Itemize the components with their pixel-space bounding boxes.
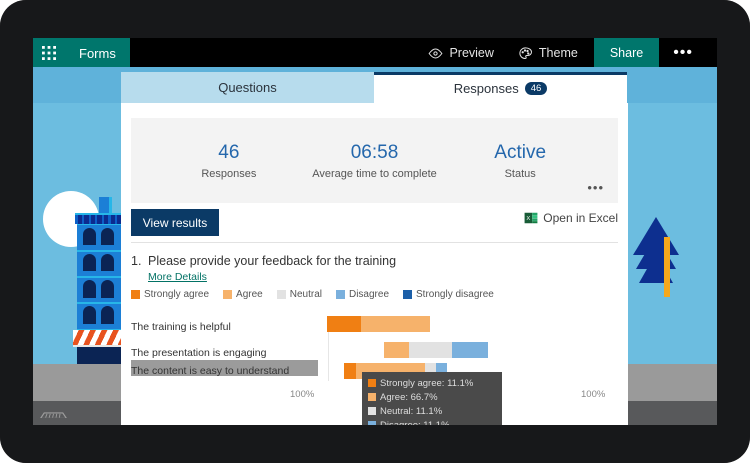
svg-text:X: X xyxy=(527,216,531,222)
